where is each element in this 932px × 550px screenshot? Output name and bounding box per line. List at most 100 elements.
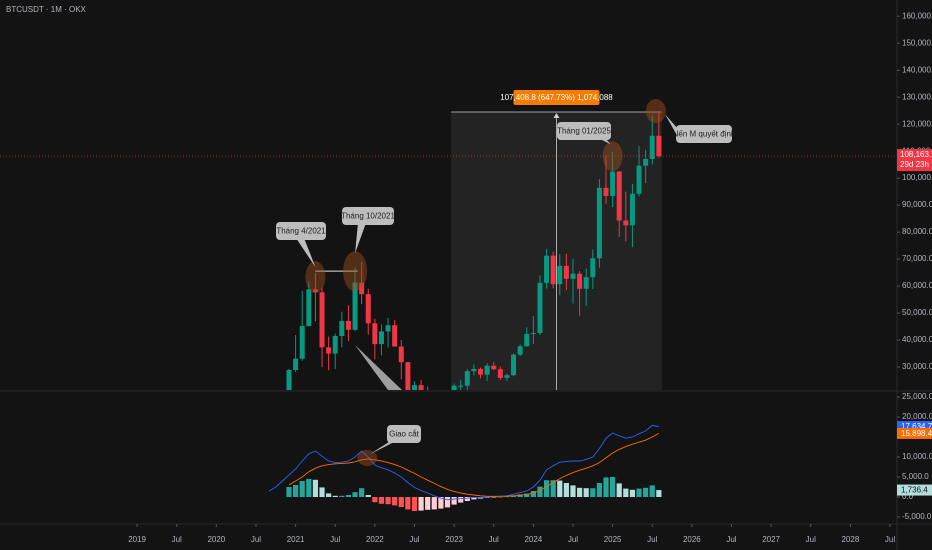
y-tick-label: 80,000.0 (902, 227, 932, 236)
histogram-bar (530, 491, 536, 497)
candle-body (497, 369, 503, 378)
y-tick-label: -5,000.0 (902, 512, 932, 521)
histogram-bar (524, 493, 530, 497)
y-tick-label: 10,000.0 (902, 452, 932, 461)
callout-box (676, 125, 732, 143)
histogram-bar (345, 495, 352, 497)
candle-body (636, 165, 642, 194)
x-tick-label: Jul (489, 535, 499, 544)
histogram-bar (504, 496, 510, 498)
candle-body (517, 346, 523, 355)
macd-line (268, 424, 659, 501)
histogram-bar (471, 497, 477, 500)
y-tick-label: 100,000.0 (902, 173, 932, 182)
candle-body (504, 375, 510, 378)
candle-body (339, 320, 345, 337)
candle-body (643, 158, 649, 166)
countdown: 29d 23h (900, 160, 929, 169)
candle-body (372, 323, 378, 345)
candle-body (570, 273, 576, 279)
last-value-box (897, 427, 932, 439)
x-tick-label: 2028 (841, 535, 859, 544)
histogram-bar (643, 487, 649, 497)
callout-box (557, 122, 611, 140)
histogram-bar (418, 497, 424, 511)
histogram-bar (576, 487, 583, 497)
histogram-bar (596, 483, 603, 497)
last-value-box (897, 420, 932, 432)
histogram-bar (583, 488, 589, 497)
histogram-bar (312, 479, 319, 497)
candle-body (616, 171, 622, 221)
last-value-label: 15,898.4 (901, 429, 932, 438)
histogram-bar (332, 495, 338, 497)
measure-arrow-head (553, 113, 560, 119)
candle-body (398, 346, 404, 363)
callout-box (387, 425, 421, 443)
measure-label-box (513, 90, 600, 106)
histogram-bar (286, 487, 292, 497)
y-tick-label: 150,000.0 (902, 38, 932, 47)
callout-pointer (355, 223, 366, 254)
candle-body (563, 265, 569, 279)
callout-pointer (370, 440, 398, 454)
y-tick-label: 5,000.0 (902, 472, 929, 481)
candle-body (491, 365, 497, 370)
histogram-bar (570, 485, 576, 497)
histogram-bar (365, 495, 371, 497)
histogram-bar (359, 488, 365, 497)
y-tick-label: 140,000.0 (902, 65, 932, 74)
histogram-bar (563, 483, 569, 497)
callout-pointer (664, 114, 678, 137)
candle-body (550, 255, 556, 285)
y-tick-label: 30,000.0 (902, 362, 932, 371)
candle-body (557, 265, 563, 285)
x-tick-label: Jul (806, 535, 816, 544)
histogram-bar (464, 497, 470, 501)
histogram-bar (517, 494, 523, 497)
histogram-bar (636, 488, 642, 497)
y-tick-label: 90,000.0 (902, 200, 932, 209)
candle-body (326, 347, 332, 354)
candle-body (596, 187, 602, 259)
x-tick-label: 2021 (287, 535, 305, 544)
histogram-bar (557, 480, 563, 497)
last-price-label: 108,163.7 (900, 150, 932, 159)
histogram-bar (629, 489, 636, 497)
candle-body (286, 370, 292, 390)
candle-body (464, 371, 470, 386)
candle-body (312, 289, 318, 293)
x-tick-label: 2027 (762, 535, 780, 544)
x-tick-label: 2022 (366, 535, 384, 544)
candle-body (405, 362, 411, 390)
last-price-box (897, 149, 932, 172)
candle-body (656, 135, 662, 157)
last-value-label: 17,634.7 (901, 422, 932, 431)
y-tick-label: 25,000.0 (902, 392, 932, 401)
x-tick-label: Jul (409, 535, 419, 544)
candle-body (365, 294, 371, 324)
histogram-bar (537, 486, 543, 497)
y-tick-label: 70,000.0 (902, 254, 932, 263)
histogram-bar (623, 488, 629, 497)
histogram-bar (306, 479, 312, 497)
macd-line (288, 433, 660, 497)
y-tick-label: 20,000.0 (902, 412, 932, 421)
histogram-bar (431, 497, 437, 510)
highlight (645, 99, 666, 124)
measure-label: 107,408.8 (647.73%) 1,074,088 (500, 93, 613, 102)
chart-title: BTCUSDT · 1M · OKX (6, 5, 87, 14)
candle-body (411, 385, 417, 390)
candle-body (306, 289, 312, 327)
callout-text: Tháng 10/2021 (341, 212, 395, 221)
candle-body (610, 171, 616, 196)
candle-body (583, 277, 589, 289)
histogram-bar (292, 485, 299, 497)
candle-body (345, 320, 351, 330)
candle-body (537, 282, 543, 334)
candle-body (385, 325, 391, 332)
callout-box (342, 207, 394, 225)
y-tick-label: 160,000.0 (902, 11, 932, 20)
candle-body (378, 331, 384, 345)
